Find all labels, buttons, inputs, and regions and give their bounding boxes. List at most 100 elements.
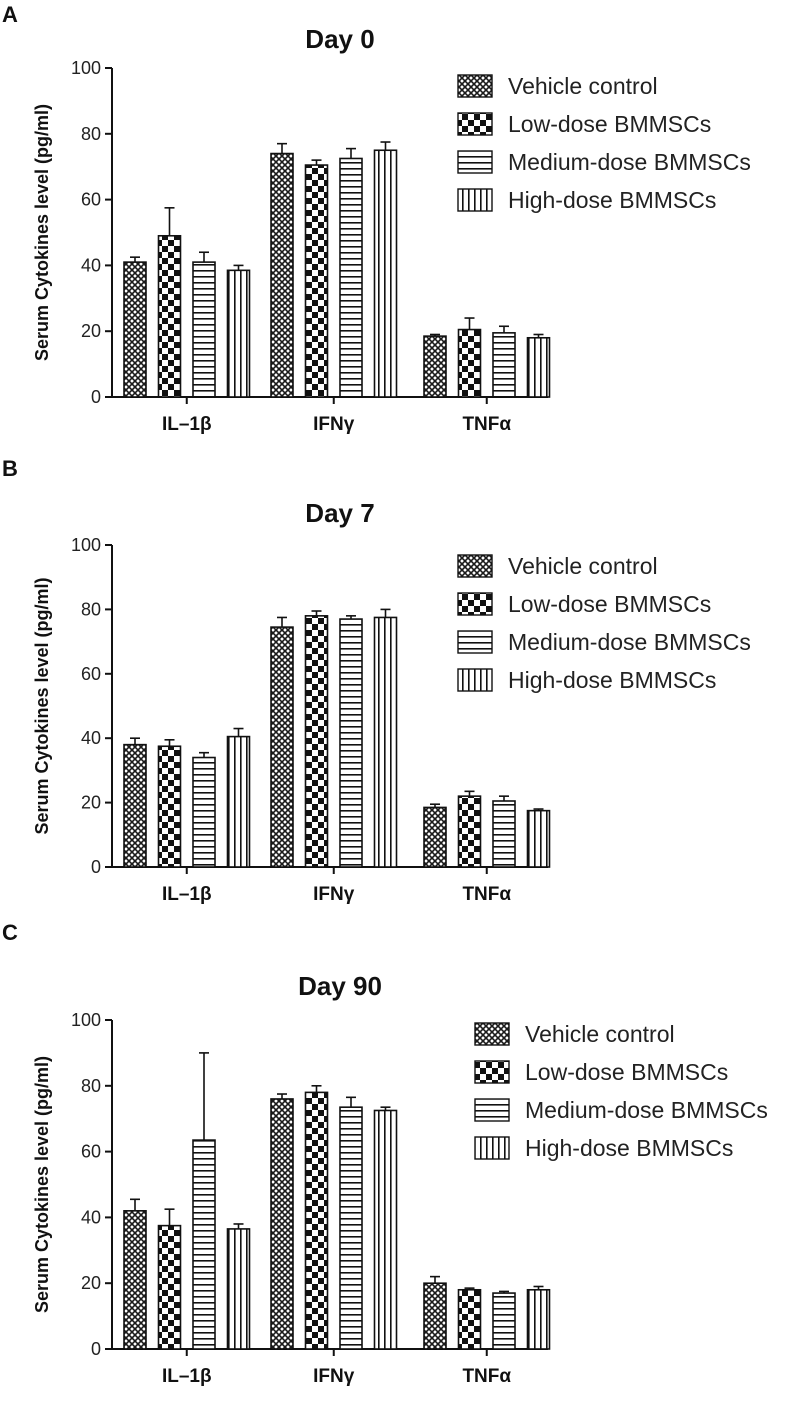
bar-4-2 xyxy=(373,616,398,868)
x-tick-label: IL–1β xyxy=(162,414,212,435)
bar-3-3 xyxy=(492,332,516,398)
panel-letter: C xyxy=(2,920,18,945)
legend-swatch xyxy=(457,74,493,98)
legend-swatch xyxy=(474,1022,510,1046)
legend-label: Medium-dose BMMSCs xyxy=(525,1097,768,1123)
bar-2-2 xyxy=(304,164,329,398)
panel-letter: B xyxy=(2,456,18,481)
y-axis-label: Serum Cytokines level (pg/ml) xyxy=(32,104,52,361)
y-tick-label: 20 xyxy=(81,321,101,341)
bar-4-2 xyxy=(373,149,398,398)
legend-label: High-dose BMMSCs xyxy=(508,667,716,693)
bar-1-1 xyxy=(123,1210,147,1350)
x-tick-label: IL–1β xyxy=(162,1366,212,1387)
legend: Vehicle control Low-dose BMMSCs Medium-dos… xyxy=(457,73,751,213)
y-tick-label: 40 xyxy=(81,728,101,748)
bar-3-1 xyxy=(192,261,216,398)
legend-label: Medium-dose BMMSCs xyxy=(508,629,751,655)
bar-2-2 xyxy=(304,615,329,868)
y-tick-label: 0 xyxy=(91,857,101,877)
legend-label: Medium-dose BMMSCs xyxy=(508,149,751,175)
legend-label: Low-dose BMMSCs xyxy=(508,111,711,137)
legend-swatch xyxy=(457,592,493,616)
legend-swatch xyxy=(457,668,493,692)
bar-1-3 xyxy=(423,335,447,398)
chart-panel-a: A Day 0 Serum Cytokines level (pg/ml) 0 20 40… xyxy=(2,2,751,435)
legend-swatch xyxy=(457,188,493,212)
bar-4-2 xyxy=(373,1109,398,1350)
legend-label: Vehicle control xyxy=(508,73,658,99)
bar-4-1 xyxy=(226,1228,251,1350)
legend-label: High-dose BMMSCs xyxy=(508,187,716,213)
legend-label: Low-dose BMMSCs xyxy=(508,591,711,617)
legend-swatch xyxy=(474,1098,510,1122)
x-tick-label: IL–1β xyxy=(162,884,212,905)
y-axis-label: Serum Cytokines level (pg/ml) xyxy=(32,1056,52,1313)
bar-3-2 xyxy=(339,618,363,868)
bar-3-1 xyxy=(192,1139,216,1350)
bar-1-1 xyxy=(123,743,147,868)
chart-title: Day 0 xyxy=(305,24,374,54)
bar-1-3 xyxy=(423,1282,447,1350)
bar-4-3 xyxy=(526,1288,551,1350)
bar-4-1 xyxy=(226,269,251,398)
bar-4-3 xyxy=(526,809,551,868)
legend-swatch xyxy=(457,112,493,136)
bar-1-2 xyxy=(270,626,294,868)
y-tick-label: 20 xyxy=(81,793,101,813)
bar-2-2 xyxy=(304,1091,329,1350)
bar-3-2 xyxy=(339,1106,363,1350)
y-tick-label: 60 xyxy=(81,664,101,684)
x-tick-label: TNFα xyxy=(462,1366,511,1387)
chart-panel-c: C Day 90 Serum Cytokines level (pg/ml) 0 20 4… xyxy=(2,920,768,1387)
bar-3-3 xyxy=(492,1292,516,1350)
bar-3-1 xyxy=(192,756,216,868)
x-tick-label: IFNγ xyxy=(313,1366,355,1387)
legend-swatch xyxy=(457,630,493,654)
legend-label: High-dose BMMSCs xyxy=(525,1135,733,1161)
legend: Vehicle control Low-dose BMMSCs Medium-dos… xyxy=(457,553,751,693)
legend-label: Vehicle control xyxy=(508,553,658,579)
y-tick-label: 40 xyxy=(81,1207,101,1227)
y-tick-label: 60 xyxy=(81,1142,101,1162)
chart-title: Day 7 xyxy=(305,498,374,528)
x-tick-label: IFNγ xyxy=(313,414,355,435)
bar-3-3 xyxy=(492,800,516,868)
y-tick-label: 100 xyxy=(71,58,101,78)
chart-title: Day 90 xyxy=(298,971,382,1001)
y-tick-label: 100 xyxy=(71,1010,101,1030)
x-tick-label: IFNγ xyxy=(313,884,355,905)
y-tick-label: 0 xyxy=(91,1339,101,1359)
chart-panel-b: B Day 7 Serum Cytokines level (pg/ml) 0 20 40… xyxy=(2,456,751,905)
y-tick-label: 100 xyxy=(71,535,101,555)
bar-4-1 xyxy=(226,735,251,868)
bar-2-3 xyxy=(457,795,482,868)
panel-letter: A xyxy=(2,2,18,27)
bar-4-3 xyxy=(526,336,551,398)
y-tick-label: 20 xyxy=(81,1273,101,1293)
legend-swatch xyxy=(474,1136,510,1160)
legend-swatch xyxy=(474,1060,510,1084)
bar-1-2 xyxy=(270,152,294,398)
y-tick-label: 80 xyxy=(81,124,101,144)
y-tick-label: 40 xyxy=(81,255,101,275)
legend: Vehicle control Low-dose BMMSCs Medium-dos… xyxy=(474,1021,768,1161)
bar-3-2 xyxy=(339,157,363,398)
legend-swatch xyxy=(457,150,493,174)
y-tick-label: 60 xyxy=(81,190,101,210)
bar-1-3 xyxy=(423,806,447,868)
x-tick-label: TNFα xyxy=(462,884,511,905)
y-axis-label: Serum Cytokines level (pg/ml) xyxy=(32,577,52,834)
bar-1-2 xyxy=(270,1098,294,1350)
x-tick-label: TNFα xyxy=(462,414,511,435)
bar-2-3 xyxy=(457,328,482,398)
y-tick-label: 80 xyxy=(81,1076,101,1096)
bar-2-1 xyxy=(157,234,182,398)
bar-2-1 xyxy=(157,745,182,868)
y-tick-label: 0 xyxy=(91,387,101,407)
bar-2-3 xyxy=(457,1288,482,1350)
y-tick-label: 80 xyxy=(81,599,101,619)
bar-1-1 xyxy=(123,261,147,398)
legend-swatch xyxy=(457,554,493,578)
